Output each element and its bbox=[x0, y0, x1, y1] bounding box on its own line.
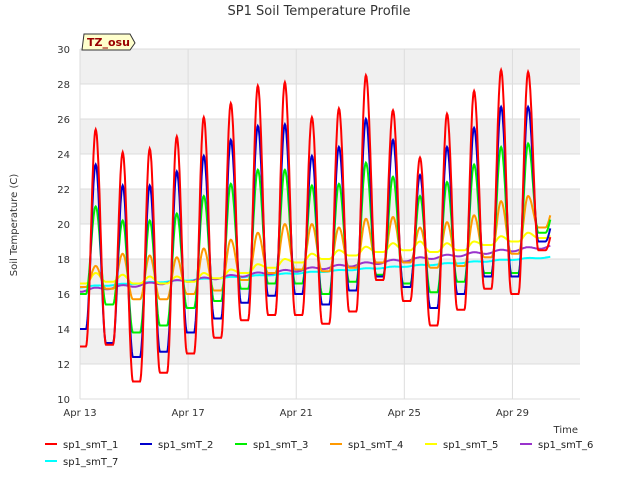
y-axis-label: Soil Temperature (C) bbox=[9, 174, 20, 277]
station-tag-label: TZ_osu bbox=[87, 36, 130, 49]
y-tick-label: 30 bbox=[57, 45, 70, 56]
legend-label-sp1_smT_6: sp1_smT_6 bbox=[538, 440, 593, 451]
station-tag: TZ_osu bbox=[81, 33, 136, 51]
legend-label-sp1_smT_7: sp1_smT_7 bbox=[63, 457, 118, 468]
legend: sp1_smT_1 sp1_smT_2 sp1_smT_3 sp1_smT_4 sp1_… bbox=[45, 440, 593, 468]
y-tick-label: 28 bbox=[57, 80, 70, 91]
x-tick-label: Apr 13 bbox=[63, 408, 96, 419]
legend-label-sp1_smT_3: sp1_smT_3 bbox=[253, 440, 308, 451]
legend-label-sp1_smT_5: sp1_smT_5 bbox=[443, 440, 498, 451]
y-tick-label: 22 bbox=[57, 185, 70, 196]
x-tick-label: Apr 21 bbox=[280, 408, 313, 419]
legend-label-sp1_smT_2: sp1_smT_2 bbox=[158, 440, 213, 451]
y-tick-label: 14 bbox=[57, 325, 70, 336]
plot-band bbox=[80, 49, 580, 84]
y-tick-label: 26 bbox=[57, 115, 70, 126]
y-tick-label: 18 bbox=[57, 255, 70, 266]
x-tick-label: Apr 17 bbox=[172, 408, 205, 419]
y-tick-label: 20 bbox=[57, 220, 70, 231]
x-axis-label: Time bbox=[553, 425, 578, 436]
series-line-sp1_smT_4 bbox=[80, 194, 552, 301]
series-line-sp1_smT_1 bbox=[80, 66, 552, 383]
legend-label-sp1_smT_4: sp1_smT_4 bbox=[348, 440, 403, 451]
series-line-sp1_smT_5 bbox=[80, 231, 551, 285]
y-tick-label: 12 bbox=[57, 360, 70, 371]
y-tick-label: 10 bbox=[57, 395, 70, 406]
chart-title: SP1 Soil Temperature Profile bbox=[228, 4, 411, 19]
y-axis-ticks: 10 12 14 16 18 20 22 24 26 28 30 bbox=[57, 45, 70, 406]
y-tick-label: 24 bbox=[57, 150, 70, 161]
plot-band bbox=[80, 329, 580, 364]
x-tick-label: Apr 29 bbox=[496, 408, 529, 419]
y-tick-label: 16 bbox=[57, 290, 70, 301]
series-line-sp1_smT_3 bbox=[80, 141, 552, 334]
legend-label-sp1_smT_1: sp1_smT_1 bbox=[63, 440, 118, 451]
series-lines bbox=[80, 66, 552, 383]
x-axis-ticks: Apr 13 Apr 17 Apr 21 Apr 25 Apr 29 bbox=[63, 408, 529, 419]
x-tick-label: Apr 25 bbox=[388, 408, 421, 419]
